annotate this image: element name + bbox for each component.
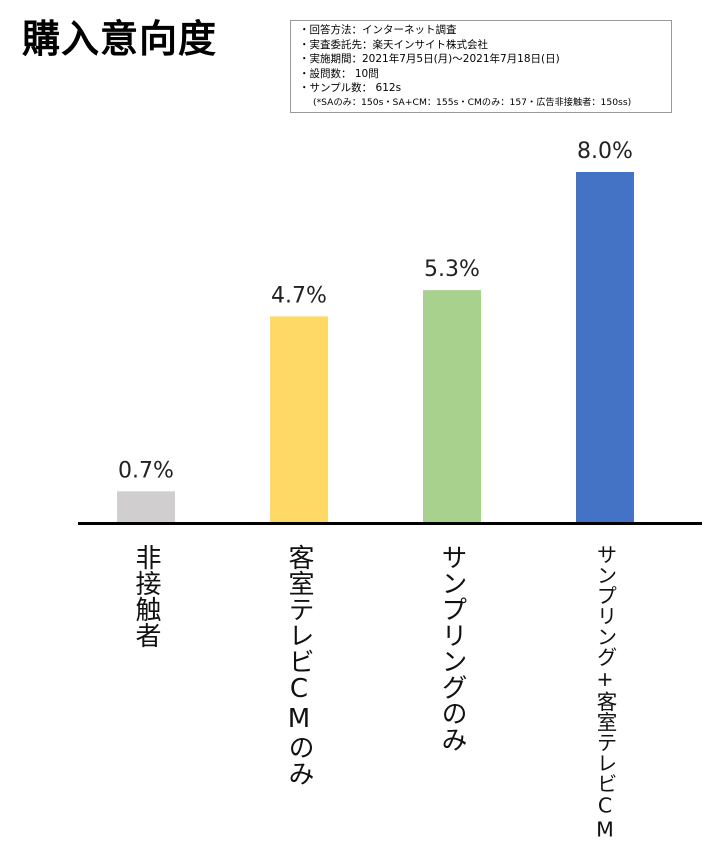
bar-series: 0.7% 4.7% 5.3% 8.0%: [117, 139, 634, 522]
survey-method-text: ・回答方法：インターネット調査: [299, 24, 457, 36]
category-label-2: 客室テレビCMのみ: [284, 544, 314, 786]
category-label-1: 非接触者: [131, 544, 161, 648]
survey-vendor-text: ・実査委託先：楽天インサイト株式会社: [299, 38, 488, 51]
page-title: 購入意向度: [22, 17, 218, 61]
bar-2: [270, 316, 328, 522]
survey-period-text: ・実施期間：2021年7月5日(月)〜2021年7月18日(日): [299, 53, 560, 65]
bar-1: [117, 491, 175, 522]
survey-info-box: ・回答方法：インターネット調査 ・実査委託先：楽天インサイト株式会社 ・実施期間…: [290, 20, 672, 113]
value-label-2: 4.7%: [271, 283, 327, 308]
value-label-1: 0.7%: [118, 458, 174, 483]
value-label-4: 8.0%: [577, 139, 633, 164]
category-label-3: サンプリングのみ: [437, 544, 467, 752]
value-label-3: 5.3%: [424, 257, 480, 282]
bar-4: [576, 172, 634, 522]
bar-3: [423, 290, 481, 522]
question-count-text: ・設問数： 10問: [299, 67, 379, 80]
category-label-4: サンプリング+客室テレビCM: [593, 544, 617, 842]
sample-size-text: ・サンプル数： 612s: [299, 82, 402, 94]
sample-breakdown-text: (*SAのみ：150s・SA+CM：155s・CMのみ：157・広告非接触者：1…: [313, 96, 632, 108]
